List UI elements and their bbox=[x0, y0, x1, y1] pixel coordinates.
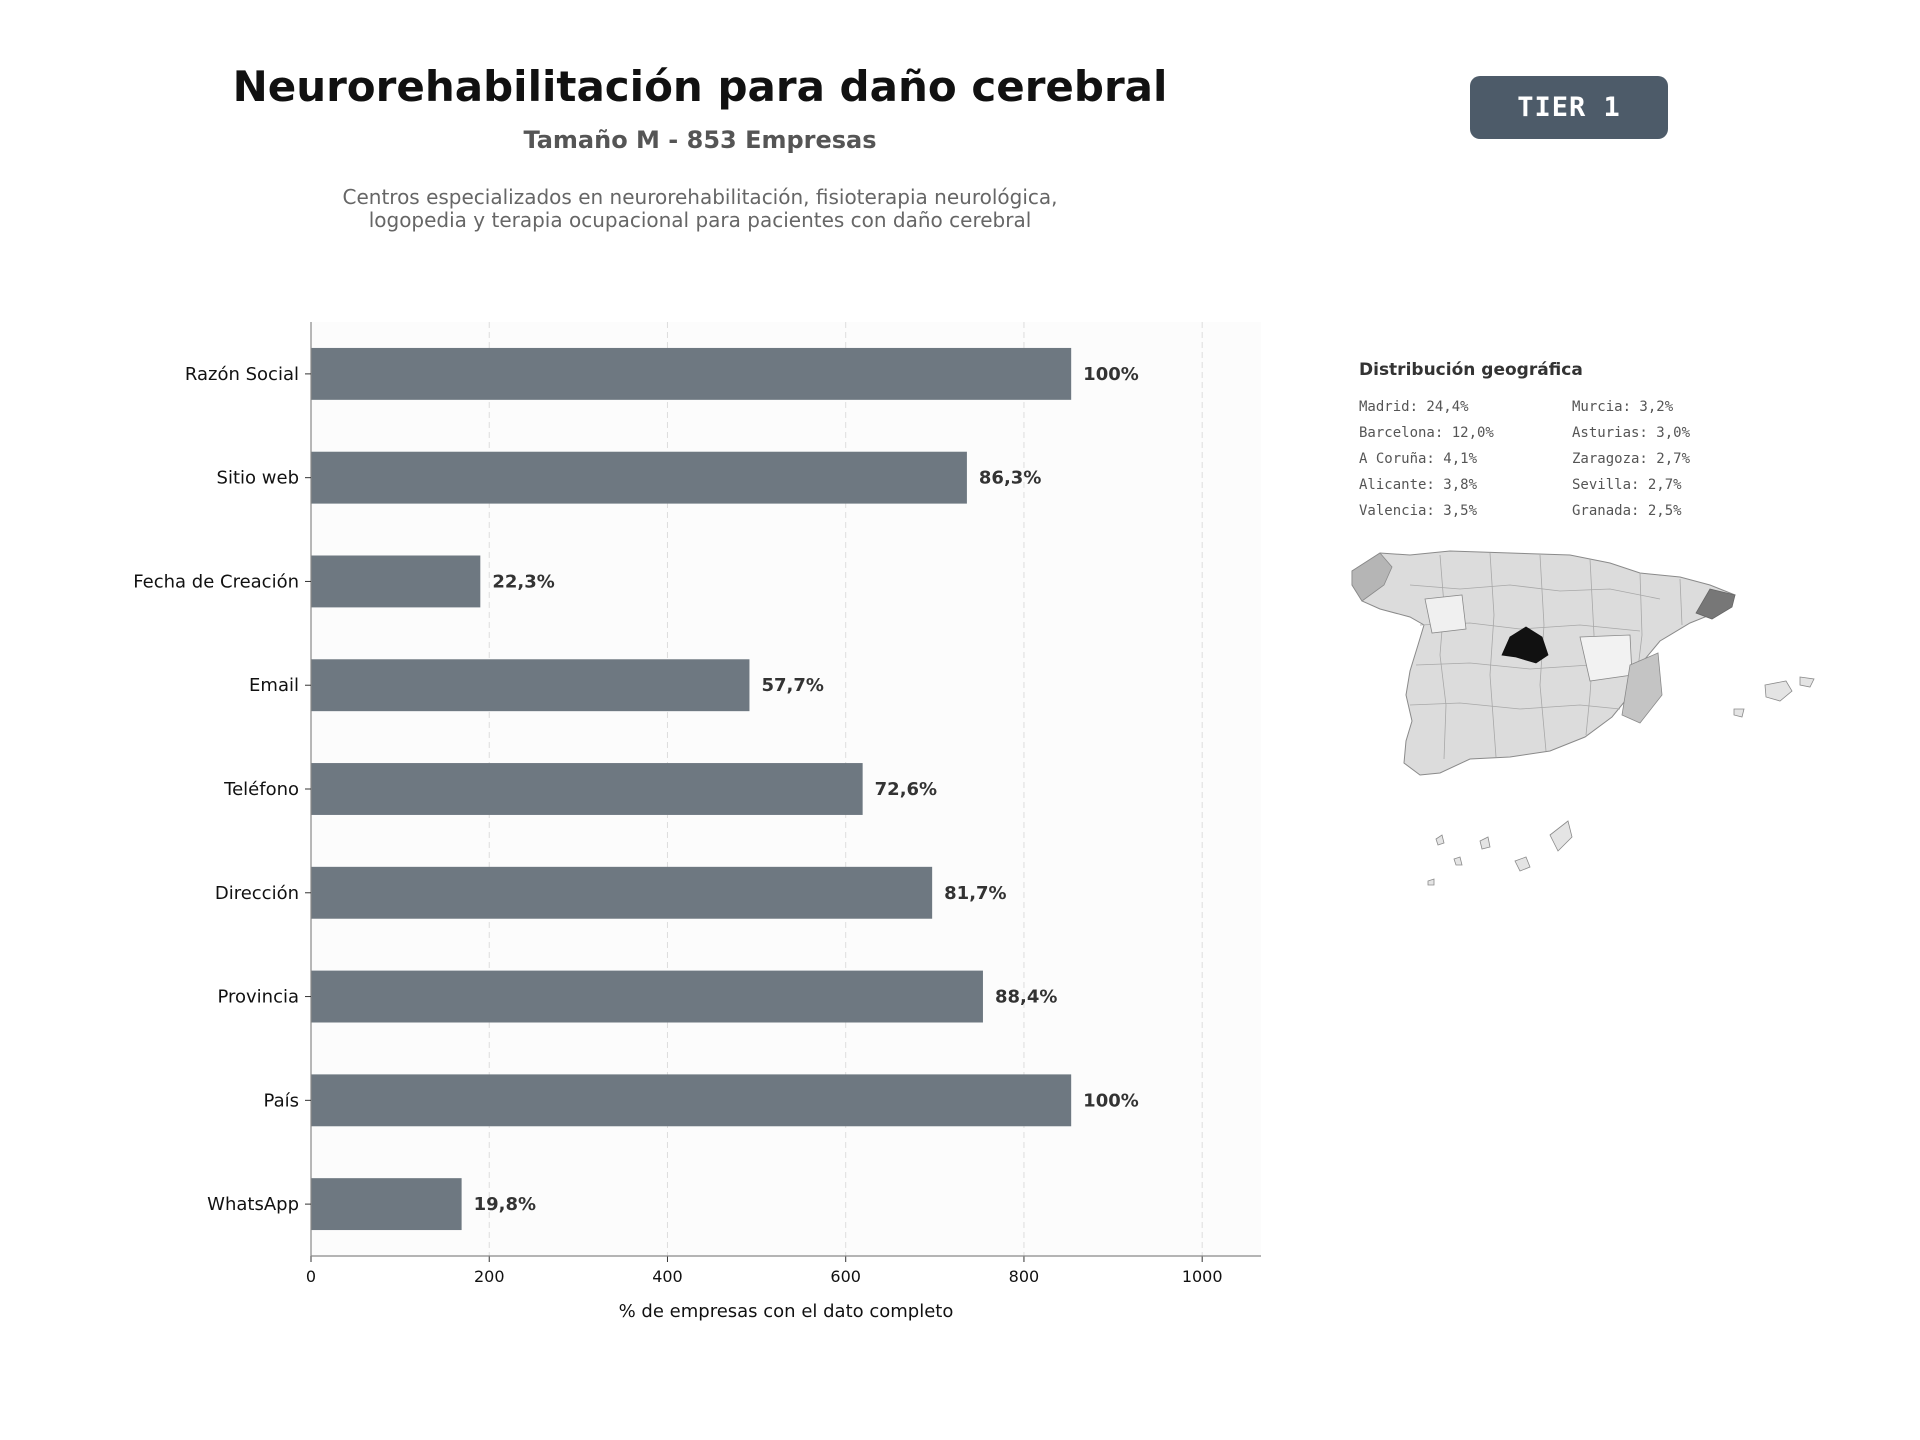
y-tick-label: Email bbox=[249, 675, 299, 696]
map-province-valencia bbox=[1621, 652, 1663, 724]
y-tick-label: Razón Social bbox=[185, 364, 299, 385]
geo-item: Asturias: 3,0% bbox=[1572, 425, 1691, 441]
bar-value-label: 22,3% bbox=[492, 571, 554, 592]
y-tick-label: Provincia bbox=[217, 987, 299, 1008]
map-province-madrid bbox=[1501, 626, 1549, 664]
bar bbox=[311, 451, 967, 504]
bars-group: 100% 86,3% 22,3% 57,7% 72,6% 81,7% 88,4% 100% 19… bbox=[311, 347, 1139, 1231]
y-tick-label: Dirección bbox=[215, 883, 299, 904]
y-tick-label: Sitio web bbox=[217, 468, 299, 489]
bar-value-label: 57,7% bbox=[761, 675, 823, 696]
bar-chart: 100% 86,3% 22,3% 57,7% 72,6% 81,7% 88,4% 100% 19… bbox=[133, 322, 1261, 1322]
map-island bbox=[1514, 856, 1531, 872]
x-tick-label: 200 bbox=[474, 1267, 505, 1286]
geo-item: Madrid: 24,4% bbox=[1359, 399, 1469, 415]
bar-value-label: 72,6% bbox=[875, 779, 937, 800]
map-island bbox=[1733, 708, 1745, 718]
x-tick-label: 1000 bbox=[1182, 1267, 1223, 1286]
geo-item: Murcia: 3,2% bbox=[1572, 399, 1674, 415]
x-tick-label: 400 bbox=[652, 1267, 683, 1286]
map-island bbox=[1479, 836, 1491, 850]
x-axis-label: % de empresas con el dato completo bbox=[619, 1301, 954, 1322]
page-description: Centros especializados en neurorehabilit… bbox=[342, 185, 1058, 232]
bar-value-label: 81,7% bbox=[944, 883, 1006, 904]
y-tick-label: Teléfono bbox=[223, 779, 299, 800]
geo-item: Barcelona: 12,0% bbox=[1359, 425, 1494, 441]
map-island bbox=[1764, 680, 1793, 702]
page-subtitle: Tamaño M - 853 Empresas bbox=[523, 126, 877, 154]
x-tick-label: 0 bbox=[306, 1267, 316, 1286]
map-island bbox=[1453, 856, 1463, 866]
x-tick-label: 800 bbox=[1009, 1267, 1040, 1286]
geo-list: Madrid: 24,4% Murcia: 3,2% Barcelona: 12… bbox=[1359, 398, 1789, 520]
axes-group: 0 200 400 600 800 1000 Razón Social Sitio web Fe… bbox=[133, 322, 1261, 1286]
map-island bbox=[1427, 878, 1435, 886]
geo-item: A Coruña: 4,1% bbox=[1359, 451, 1478, 467]
y-tick-label: País bbox=[264, 1090, 299, 1111]
bar-value-label: 88,4% bbox=[995, 987, 1057, 1008]
bar bbox=[311, 866, 933, 919]
bar-value-label: 19,8% bbox=[474, 1194, 536, 1215]
bar bbox=[311, 1178, 462, 1231]
bar bbox=[311, 347, 1072, 400]
y-tick-label: WhatsApp bbox=[207, 1194, 299, 1215]
geo-item: Zaragoza: 2,7% bbox=[1572, 451, 1691, 467]
geo-item: Alicante: 3,8% bbox=[1359, 477, 1478, 493]
geo-item: Valencia: 3,5% bbox=[1359, 503, 1478, 519]
geo-title: Distribución geográfica bbox=[1359, 360, 1583, 380]
map-mainland bbox=[1351, 550, 1736, 776]
spain-provinces-map-icon bbox=[1351, 550, 1815, 886]
bar-value-label: 86,3% bbox=[979, 468, 1041, 489]
map-province-barcelona bbox=[1695, 588, 1736, 620]
geo-item: Sevilla: 2,7% bbox=[1572, 477, 1682, 493]
bar-value-label: 100% bbox=[1083, 1090, 1139, 1111]
page-title: Neurorehabilitación para daño cerebral bbox=[232, 62, 1168, 111]
bar-value-label: 100% bbox=[1083, 364, 1139, 385]
bar bbox=[311, 555, 481, 608]
geo-distribution-panel: Distribución geográfica Madrid: 24,4% Mu… bbox=[1340, 350, 1860, 910]
map-island bbox=[1435, 834, 1445, 846]
map-province-a-coruna bbox=[1351, 552, 1393, 602]
x-tick-label: 600 bbox=[830, 1267, 861, 1286]
map-island bbox=[1799, 676, 1815, 688]
bar bbox=[311, 1074, 1072, 1127]
geo-item: Granada: 2,5% bbox=[1572, 503, 1682, 519]
bar bbox=[311, 970, 983, 1023]
bar bbox=[311, 659, 750, 712]
map-province bbox=[1424, 594, 1467, 634]
bar bbox=[311, 763, 863, 815]
tier-badge: TIER 1 bbox=[1470, 76, 1668, 139]
y-tick-label: Fecha de Creación bbox=[133, 571, 299, 592]
map-island bbox=[1549, 820, 1573, 852]
